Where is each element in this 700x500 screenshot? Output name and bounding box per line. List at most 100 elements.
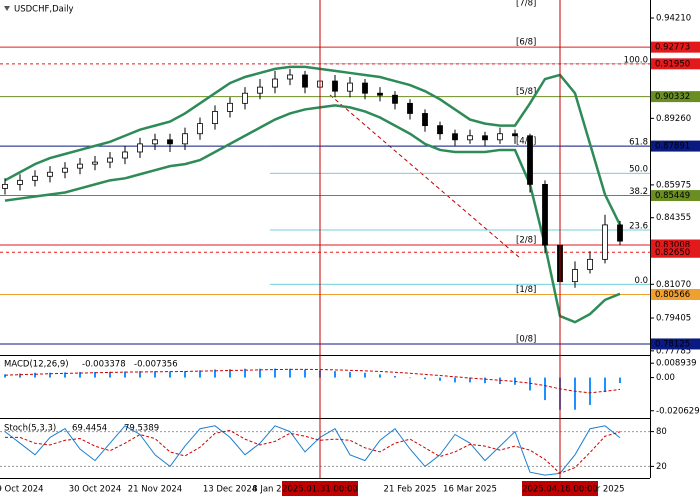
macd-bar — [49, 372, 51, 378]
symbol-icon — [4, 6, 10, 11]
macd-bar — [619, 377, 621, 384]
candle-body — [437, 125, 443, 135]
candle-body — [2, 183, 8, 189]
level-label: 0.90332 — [655, 92, 690, 102]
header-value: 69.4454 — [72, 424, 107, 434]
macd-bar — [484, 377, 486, 384]
level-label-box — [651, 288, 700, 300]
candle-body — [332, 80, 338, 92]
candle-body — [302, 74, 308, 88]
level-tag: [4/8] — [516, 137, 536, 147]
level-tag: [7/8] — [516, 0, 536, 9]
macd-bar — [349, 371, 351, 378]
x-tick-label: Apr 2025 — [585, 485, 624, 495]
macd-bar — [229, 369, 231, 378]
macd-bar — [604, 377, 606, 393]
stoch-line — [4, 425, 621, 476]
macd-bar — [589, 377, 591, 405]
level-tag: [1/8] — [516, 285, 536, 295]
level-tag: [5/8] — [516, 87, 536, 97]
candle-body — [497, 133, 503, 141]
candle-body — [227, 102, 233, 112]
level-label-box — [651, 58, 700, 70]
fib-label: 23.6 — [629, 221, 648, 231]
fib-label: 50.0 — [629, 165, 648, 175]
macd-bar — [214, 369, 216, 378]
x-tick-label: 21 Feb 2025 — [384, 485, 437, 495]
candle-body — [362, 82, 368, 94]
macd-bar — [454, 377, 456, 383]
candle-body — [62, 167, 68, 173]
candle-body — [242, 92, 248, 104]
band-line — [4, 65, 622, 226]
candle-body — [467, 135, 473, 141]
header-value: -0.003378 — [82, 360, 126, 370]
macd-bar — [304, 369, 306, 378]
candle-body — [92, 161, 98, 165]
fib-label: 61.8 — [629, 138, 648, 148]
crosshair-label: 2025.01.31 00:00 — [282, 485, 358, 495]
y-tick-label: 0.85975 — [656, 180, 691, 190]
candle-body — [77, 163, 83, 169]
y-tick-label: 0.81070 — [656, 280, 691, 290]
candle-body — [572, 269, 578, 283]
level-label: 0.85449 — [655, 191, 690, 201]
level-label: 0.91950 — [655, 59, 690, 69]
x-tick-label: 13 Dec 2024 — [203, 485, 257, 495]
x-tick-label: 8 Jan 2025 — [252, 485, 298, 495]
macd-bar — [109, 371, 111, 378]
candle-body — [602, 224, 608, 260]
y-tick-label: 0.008939 — [656, 359, 697, 369]
candle-body — [272, 78, 278, 88]
macd-bar — [19, 373, 21, 378]
macd-bar — [94, 371, 96, 378]
candle-body — [257, 86, 263, 94]
candle-body — [392, 94, 398, 104]
macd-bar — [4, 374, 6, 378]
macd-bar — [259, 368, 261, 378]
y-tick-label: 20 — [656, 462, 667, 472]
candle-body — [47, 171, 53, 177]
y-tick-label: 0.77785 — [656, 346, 691, 356]
stoch-title: Stoch(5,3,3) — [4, 424, 56, 434]
y-tick-label: 0.94210 — [656, 14, 691, 24]
macd-bar — [364, 372, 366, 378]
candle-body — [212, 111, 218, 125]
stoch-line — [5, 429, 621, 474]
x-tick-label: 30 Oct 2024 — [69, 485, 122, 495]
y-tick-label: 80 — [656, 427, 667, 437]
candle-body — [527, 135, 533, 185]
level-label: 0.78125 — [655, 339, 690, 349]
y-tick-label: 0.00 — [656, 373, 675, 383]
macd-bar — [64, 372, 66, 378]
macd-bar — [199, 370, 201, 378]
level-label-box — [651, 140, 700, 152]
level-label: 0.80566 — [655, 290, 690, 300]
candle-body — [617, 224, 623, 242]
level-label: 0.92773 — [655, 43, 690, 53]
level-tag: [0/8] — [516, 334, 536, 344]
fib-label: 100.0 — [624, 55, 648, 65]
macd-bar — [79, 371, 81, 378]
crosshair-label: 2025.04.18 00:00 — [522, 485, 598, 495]
candle-body — [137, 143, 143, 153]
y-tick-label: -0.020629 — [656, 406, 700, 416]
candle-body — [452, 133, 458, 141]
x-tick-label: 16 Mar 2025 — [443, 485, 497, 495]
macd-bar — [409, 377, 411, 379]
candle-body — [347, 82, 353, 92]
level-label: 0.83008 — [655, 241, 690, 251]
macd-bar — [289, 368, 291, 378]
chart-title: USDCHF,Daily — [14, 5, 74, 15]
macd-bar — [439, 377, 441, 381]
fib-label: 0.0 — [634, 276, 648, 286]
header-value: -0.007356 — [134, 360, 178, 370]
level-label: 0.87891 — [655, 142, 690, 152]
crosshair-box — [282, 481, 358, 496]
candle-body — [422, 113, 428, 127]
candle-body — [512, 133, 518, 137]
level-tag: [2/8] — [516, 236, 536, 246]
level-label-box — [651, 338, 700, 350]
candle-body — [377, 92, 383, 96]
macd-bar — [139, 371, 141, 378]
